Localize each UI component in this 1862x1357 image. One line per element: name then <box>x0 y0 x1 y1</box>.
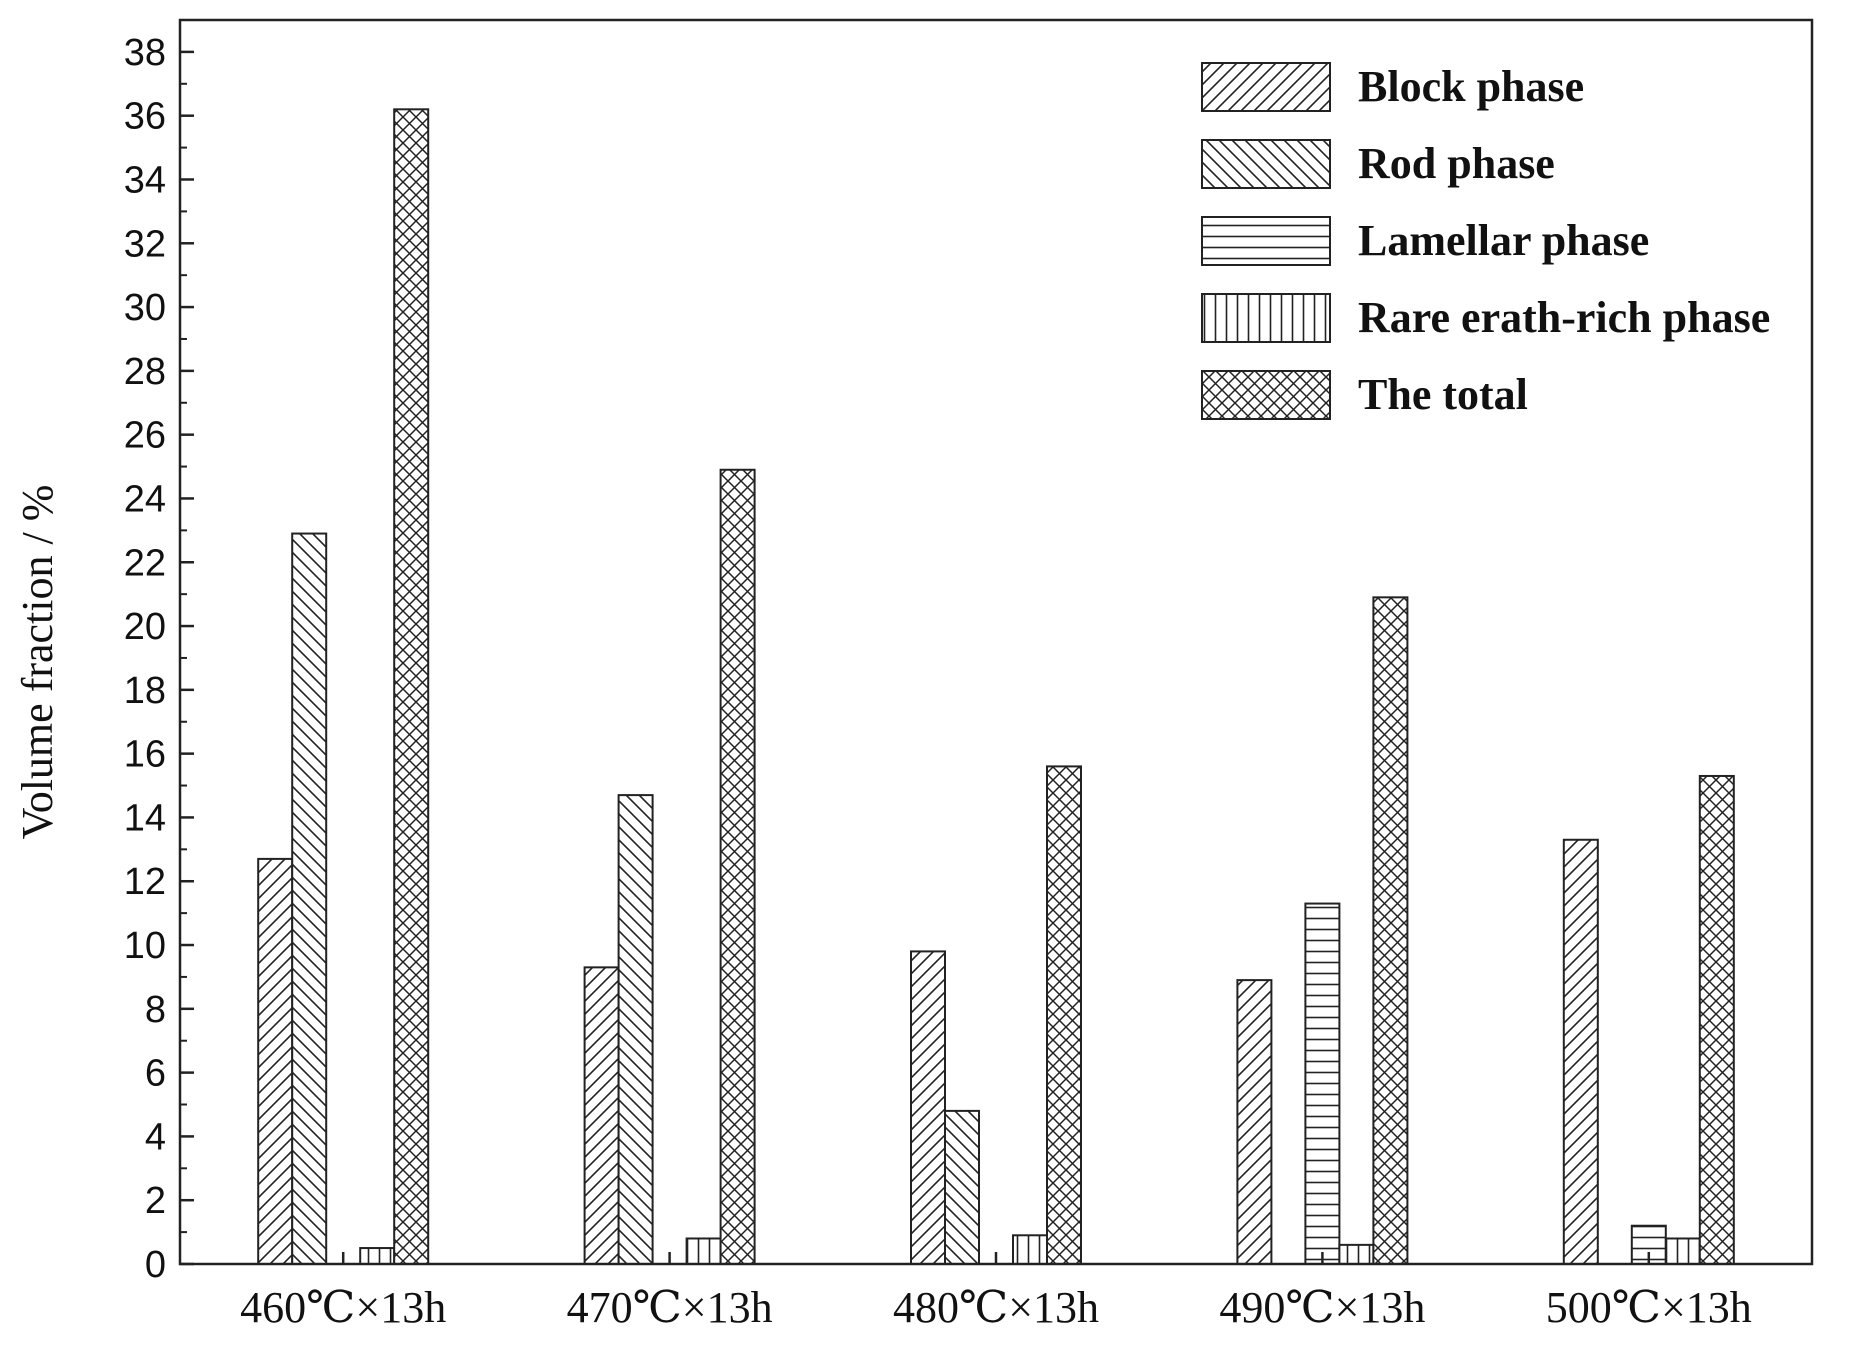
legend-label: Lamellar phase <box>1358 216 1649 265</box>
x-tick-label: 460℃×13h <box>240 1283 446 1332</box>
legend-label: Block phase <box>1358 62 1584 111</box>
bar-the-total-0 <box>393 108 430 1265</box>
x-tick-label: 490℃×13h <box>1219 1283 1425 1332</box>
plot-frame <box>178 18 1814 1266</box>
x-tick-label: 480℃×13h <box>893 1283 1099 1332</box>
bar-block-phase-3 <box>1236 979 1273 1265</box>
y-tick-label: 30 <box>124 287 166 329</box>
y-tick-label: 32 <box>124 223 166 265</box>
bar-rod-phase-2 <box>944 1109 980 1266</box>
legend-label: Rod phase <box>1358 139 1555 188</box>
bar-rare-erath-rich-phase-3 <box>1338 1243 1375 1266</box>
x-tick-label: 470℃×13h <box>567 1283 773 1332</box>
y-tick-label: 12 <box>124 861 166 903</box>
y-tick-label: 2 <box>145 1180 166 1222</box>
x-axis: 460℃×13h 470℃×13h 480℃×13h 490℃×13h 500℃×13h <box>240 1252 1752 1332</box>
bar-block-phase-1 <box>583 966 620 1265</box>
bar-rare-erath-rich-phase-4 <box>1664 1237 1701 1266</box>
y-tick-label: 6 <box>145 1053 166 1095</box>
y-tick-label: 14 <box>124 797 166 839</box>
bar-rod-phase-1 <box>617 794 654 1265</box>
y-tick-label: 34 <box>124 159 166 201</box>
bar-rare-erath-rich-phase-1 <box>685 1237 722 1266</box>
legend: Block phase Rod phase Lamellar phase Rare e… <box>1201 62 1770 420</box>
legend-swatch <box>1201 62 1331 112</box>
y-tick-label: 20 <box>124 606 166 648</box>
legend-swatch <box>1201 370 1331 420</box>
x-tick-label: 500℃×13h <box>1546 1283 1752 1332</box>
y-tick-label: 10 <box>124 925 166 967</box>
bar-the-total-4 <box>1698 774 1735 1265</box>
y-tick-label: 8 <box>145 989 166 1031</box>
y-tick-label: 0 <box>145 1244 166 1286</box>
y-tick-label: 26 <box>124 415 166 457</box>
legend-swatch <box>1201 216 1331 266</box>
y-tick-label: 28 <box>124 351 166 393</box>
legend-swatch <box>1201 293 1331 343</box>
legend-label: Rare erath-rich phase <box>1358 293 1770 342</box>
y-tick-label: 24 <box>124 478 166 520</box>
bar-rare-erath-rich-phase-0 <box>359 1247 396 1265</box>
y-tick-label: 22 <box>124 542 166 584</box>
y-tick-label: 36 <box>124 96 166 138</box>
legend-label: The total <box>1358 370 1528 419</box>
bar-group <box>257 108 1735 1266</box>
y-tick-label: 38 <box>124 32 166 74</box>
bar-the-total-3 <box>1372 596 1409 1265</box>
bar-the-total-2 <box>1046 765 1082 1266</box>
y-tick-label: 18 <box>124 670 166 712</box>
y-tick-label: 4 <box>145 1116 166 1158</box>
bar-block-phase-2 <box>910 950 946 1266</box>
bar-block-phase-4 <box>1562 838 1599 1265</box>
y-axis-title: Volume fraction / % <box>13 485 62 840</box>
bar-block-phase-0 <box>257 857 294 1266</box>
bar-the-total-1 <box>719 468 756 1265</box>
legend-swatch <box>1201 139 1331 189</box>
bar-lamellar-phase-3 <box>1304 902 1341 1265</box>
y-tick-label: 16 <box>124 734 166 776</box>
bar-rod-phase-0 <box>291 532 328 1265</box>
bar-rare-erath-rich-phase-2 <box>1012 1234 1048 1266</box>
